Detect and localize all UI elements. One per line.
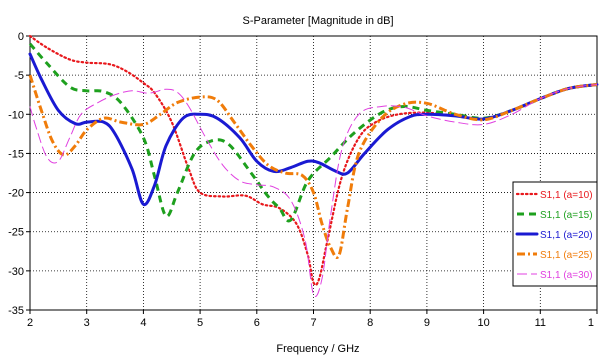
legend-label: S1,1 (a=20) <box>540 230 593 241</box>
x-axis-label: Frequency / GHz <box>276 343 359 355</box>
legend-label: S1,1 (a=10) <box>540 190 593 201</box>
y-tick-label: -20 <box>8 188 24 200</box>
series-line-3 <box>28 52 599 207</box>
legend-label: S1,1 (a=15) <box>540 210 593 221</box>
x-tick-label: 6 <box>254 317 260 329</box>
x-tick-label: 7 <box>310 317 316 329</box>
x-tick-label: 1 <box>588 317 594 329</box>
x-tick-label: 2 <box>27 317 33 329</box>
axis-ticks: 2 3 4 5 6 7 8 9 10 11 10-5-10-15-20-25-30-35 <box>8 31 598 329</box>
series-line-4 <box>28 74 598 259</box>
x-tick-label: 9 <box>424 317 430 329</box>
y-tick-label: -30 <box>8 266 24 278</box>
x-tick-label: 5 <box>197 317 203 329</box>
y-tick-label: -5 <box>14 70 24 82</box>
legend-label: S1,1 (a=30) <box>540 270 593 281</box>
x-tick-label: 3 <box>84 317 90 329</box>
x-tick-label: 10 <box>477 317 489 329</box>
y-tick-label: 0 <box>18 31 24 43</box>
y-tick-label: -25 <box>8 227 24 239</box>
plot-frame <box>29 35 598 311</box>
grid <box>29 35 598 311</box>
y-tick-label: -10 <box>8 109 24 121</box>
series-line-5 <box>29 84 598 297</box>
y-tick-label: -15 <box>8 148 24 160</box>
y-tick-label: -35 <box>8 305 24 317</box>
x-tick-label: 11 <box>535 317 546 329</box>
legend: S1,1 (a=10) S1,1 (a=15) S1,1 (a=20) S1,1 (a… <box>512 181 598 287</box>
series-lines <box>28 34 599 297</box>
x-tick-label: 8 <box>367 317 373 329</box>
chart-title: S-Parameter [Magnitude in dB] <box>242 15 393 27</box>
x-tick-label: 4 <box>140 317 146 329</box>
legend-label: S1,1 (a=25) <box>540 250 593 261</box>
